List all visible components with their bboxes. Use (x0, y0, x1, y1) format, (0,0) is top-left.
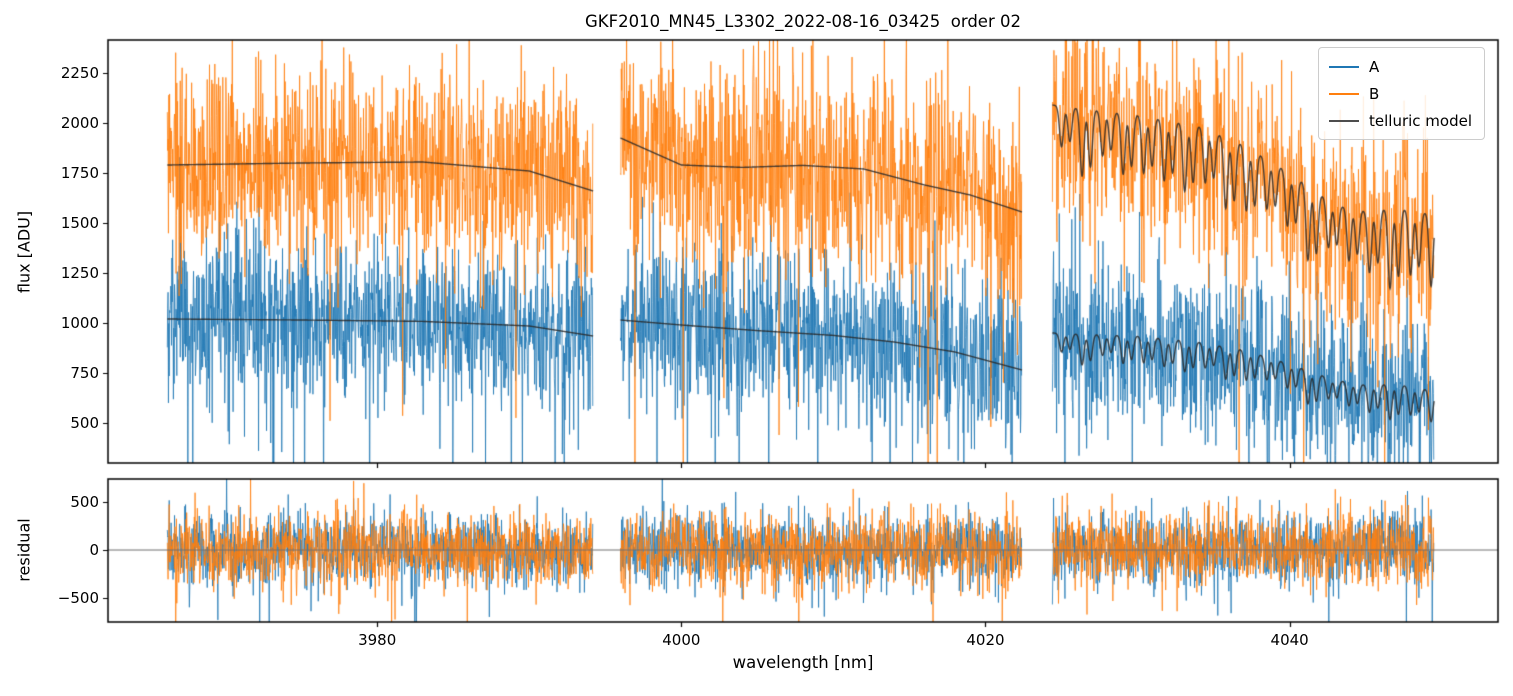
legend-item-telluric-model: telluric model (1329, 107, 1472, 134)
y-tick-label: 500 (70, 493, 99, 512)
y-tick-label: 1750 (60, 164, 99, 182)
legend-line-swatch (1329, 119, 1359, 122)
y-tick-label: 1000 (60, 314, 99, 332)
y-tick-label: 2250 (60, 64, 99, 82)
chart-title: GKF2010_MN45_L3302_2022-08-16_03425 orde… (585, 12, 1021, 31)
residual-axis-label: residual (14, 518, 34, 582)
y-tick-label: 1500 (60, 214, 99, 232)
y-tick-label: −500 (57, 589, 99, 607)
x-tick-label: 3980 (358, 631, 397, 649)
y-tick-label: 500 (70, 414, 99, 432)
x-tick-label: 4020 (966, 631, 1005, 649)
y-tick-label: 750 (70, 364, 99, 382)
x-axis-label: wavelength [nm] (732, 653, 874, 672)
y-tick-label: 0 (89, 541, 99, 560)
y-tick-label: 2000 (60, 114, 99, 132)
legend-label: B (1369, 84, 1380, 103)
legend-line-swatch (1329, 65, 1359, 68)
legend-item-a: A (1329, 53, 1472, 80)
legend-label: telluric model (1369, 111, 1473, 130)
legend-item-b: B (1329, 80, 1472, 107)
legend-label: A (1369, 57, 1380, 76)
y-tick-label: 1250 (60, 264, 99, 282)
x-tick-label: 4040 (1270, 631, 1309, 649)
flux-axis-label: flux [ADU] (14, 210, 34, 294)
legend-line-swatch (1329, 92, 1359, 95)
x-tick-label: 4000 (662, 631, 701, 649)
